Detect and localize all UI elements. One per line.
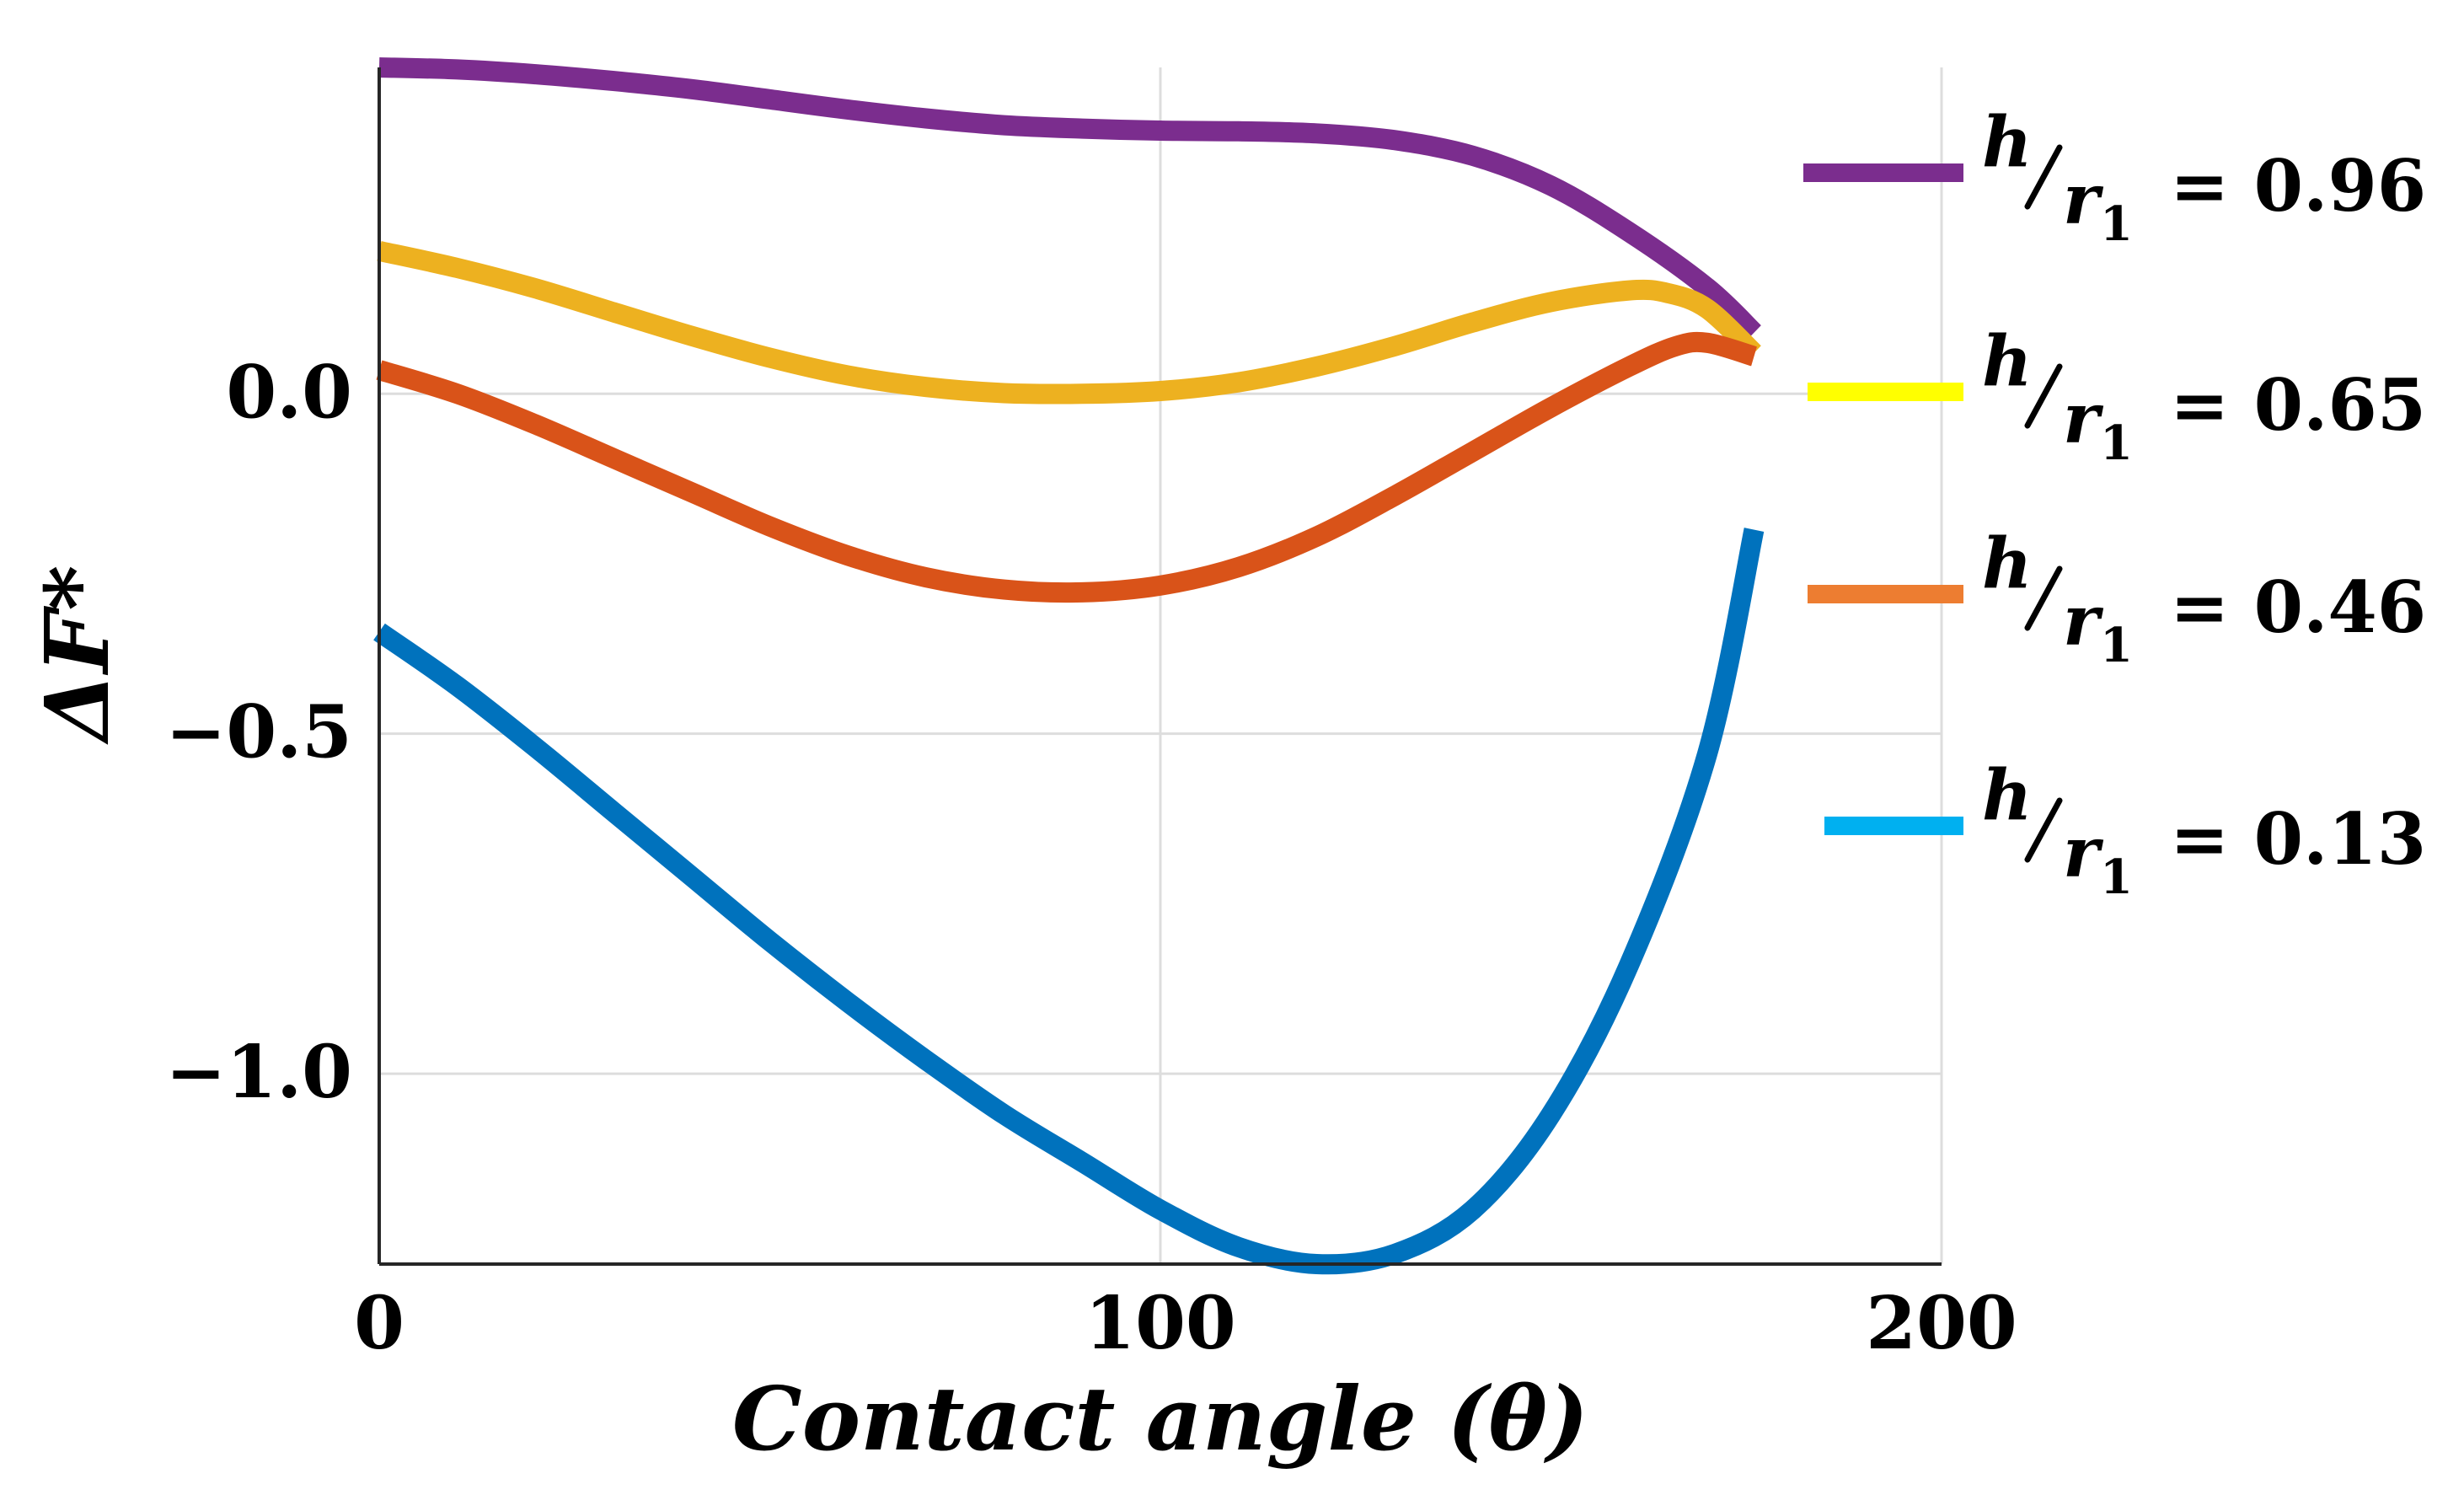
- y-tick-label: 0.0: [226, 350, 352, 435]
- series-line-4: [373, 528, 1765, 1275]
- series-line-2: [377, 241, 1761, 405]
- legend-fraction-slash: [2024, 565, 2063, 631]
- legend-subscript: 1: [2100, 196, 2133, 252]
- legend-value: = 0.96: [2170, 144, 2426, 228]
- legend-numerator: h: [1982, 755, 2033, 836]
- y-ticks: 0.0 −0.5 −1.0: [165, 350, 352, 1115]
- x-tick-label: 200: [1866, 1281, 2017, 1366]
- legend-entry: hr 1 = 0.13: [1824, 755, 2426, 905]
- legend-entry: hr 1 = 0.65: [1808, 321, 2426, 471]
- x-tick-label: 100: [1085, 1281, 1236, 1366]
- series-line-1: [378, 57, 1761, 340]
- x-axis-title: Contact angle (θ): [732, 1367, 1588, 1471]
- legend-subscript: 1: [2100, 415, 2133, 471]
- legend-denominator: r: [2063, 159, 2104, 240]
- series-line-3: [376, 331, 1758, 603]
- y-tick-label: −1.0: [165, 1030, 352, 1115]
- legend-subscript: 1: [2100, 618, 2133, 673]
- legend-denominator: r: [2063, 581, 2104, 662]
- legend-value: = 0.46: [2170, 565, 2426, 649]
- legend-fraction-slash: [2024, 144, 2063, 210]
- legend-denominator: r: [2063, 378, 2104, 459]
- y-axis-title: ΔF*: [25, 565, 129, 746]
- x-ticks: 0 100 200: [354, 1281, 2017, 1366]
- x-tick-label: 0: [354, 1281, 404, 1366]
- y-tick-label: −0.5: [165, 690, 352, 775]
- legend-entry: hr 1 = 0.46: [1808, 523, 2426, 673]
- legend-value: = 0.13: [2170, 797, 2426, 881]
- series-layer: [373, 57, 1765, 1275]
- legend-entry: hr 1 = 0.96: [1803, 102, 2426, 252]
- legend-fraction-slash: [2024, 797, 2063, 863]
- legend-subscript: 1: [2100, 849, 2133, 905]
- legend-numerator: h: [1982, 321, 2033, 402]
- legend-denominator: r: [2063, 812, 2104, 893]
- plot-area: [373, 57, 1943, 1275]
- legend-numerator: h: [1982, 102, 2033, 183]
- legend-numerator: h: [1982, 523, 2033, 604]
- legend-fraction-slash: [2024, 363, 2063, 429]
- legend-value: = 0.65: [2170, 363, 2426, 447]
